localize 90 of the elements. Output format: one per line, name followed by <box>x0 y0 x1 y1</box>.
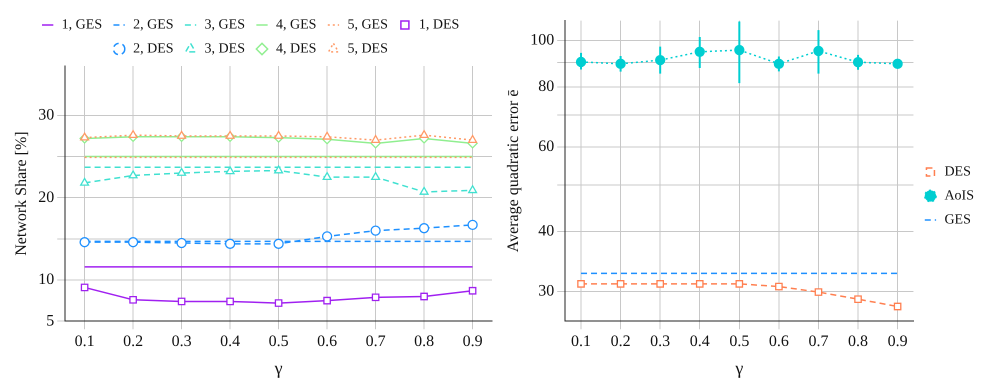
x-tick-label: 0.3 <box>172 333 192 350</box>
x-tick-label: 0.2 <box>610 333 631 350</box>
y-tick-label: 80 <box>538 78 554 96</box>
y-axis-title: Average quadratic error ē <box>504 90 522 252</box>
point <box>370 225 381 236</box>
x-tick-label: 0.6 <box>317 333 338 350</box>
point <box>80 132 90 141</box>
point <box>226 130 235 139</box>
point <box>80 284 88 292</box>
point <box>323 296 331 304</box>
point <box>696 280 704 288</box>
x-axis-title: γ <box>734 358 744 378</box>
point <box>129 296 137 304</box>
point <box>274 165 284 174</box>
point <box>892 58 903 69</box>
x-tick-label: 0.5 <box>729 333 750 350</box>
point <box>322 132 332 140</box>
point <box>735 280 744 288</box>
x-tick-label: 0.7 <box>808 333 828 350</box>
point <box>577 280 585 288</box>
legend-label: AoIS <box>944 188 974 204</box>
point <box>371 134 380 143</box>
point <box>775 282 783 290</box>
point <box>274 299 282 307</box>
point <box>467 220 478 230</box>
x-tick-label: 0.9 <box>462 333 483 350</box>
legend-label: 5, DES <box>347 42 388 57</box>
y-tick-label: 40 <box>538 222 554 240</box>
point <box>420 292 428 300</box>
legend-label: 2, DES <box>133 42 174 57</box>
legend-label: GES <box>944 212 971 228</box>
point <box>894 302 902 310</box>
x-tick-label: 0.5 <box>268 333 289 350</box>
point <box>616 280 624 288</box>
point <box>226 298 234 306</box>
legend-label: 4, GES <box>276 18 316 33</box>
point <box>80 178 90 186</box>
y-tick-label: 100 <box>530 32 554 49</box>
point <box>224 238 236 249</box>
point <box>273 238 284 249</box>
point <box>128 237 138 248</box>
x-tick-label: 0.6 <box>768 333 789 350</box>
point <box>418 223 430 234</box>
point <box>177 168 186 176</box>
legend-label: 1, DES <box>418 18 460 33</box>
x-tick-label: 0.2 <box>123 333 144 350</box>
legend-label: 3, GES <box>204 18 246 33</box>
point <box>371 172 380 180</box>
point <box>322 231 332 242</box>
x-tick-label: 0.9 <box>888 333 908 350</box>
point <box>854 295 862 303</box>
legend-label: 3, DES <box>204 42 246 57</box>
point <box>128 130 138 138</box>
point <box>226 166 235 174</box>
x-tick-label: 0.4 <box>220 333 240 350</box>
y-tick-label: 10 <box>38 271 54 288</box>
point <box>468 286 476 295</box>
x-tick-label: 0.1 <box>74 333 95 350</box>
point <box>177 130 186 139</box>
legend-label: 2, GES <box>133 18 174 33</box>
x-tick-label: 0.3 <box>650 333 670 350</box>
point <box>814 288 822 296</box>
x-tick-label: 0.7 <box>366 333 386 350</box>
point <box>468 134 478 143</box>
legend-label: 5, GES <box>347 18 388 33</box>
y-axis-title: Network Share [%] <box>12 131 30 256</box>
x-tick-label: 0.4 <box>690 333 710 350</box>
point <box>274 130 284 139</box>
legend-label: 1, GES <box>62 18 102 33</box>
point <box>468 185 478 194</box>
point <box>178 298 186 306</box>
legend-label: DES <box>944 164 971 180</box>
x-tick-label: 0.8 <box>848 333 868 350</box>
x-tick-label: 0.1 <box>571 333 592 350</box>
point <box>79 237 90 248</box>
y-tick-label: 30 <box>538 282 554 300</box>
x-axis-title: γ <box>274 358 283 378</box>
y-tick-label: 60 <box>538 138 554 156</box>
point <box>420 186 429 195</box>
point <box>420 130 429 138</box>
point <box>322 172 332 180</box>
legend-label: 4, DES <box>276 42 316 57</box>
y-tick-label: 5 <box>46 312 54 330</box>
point <box>128 170 138 178</box>
x-tick-label: 0.8 <box>414 333 434 350</box>
point <box>372 293 380 302</box>
point <box>656 280 664 288</box>
y-tick-label: 30 <box>38 106 54 124</box>
y-tick-label: 20 <box>38 188 54 206</box>
point <box>176 238 187 248</box>
